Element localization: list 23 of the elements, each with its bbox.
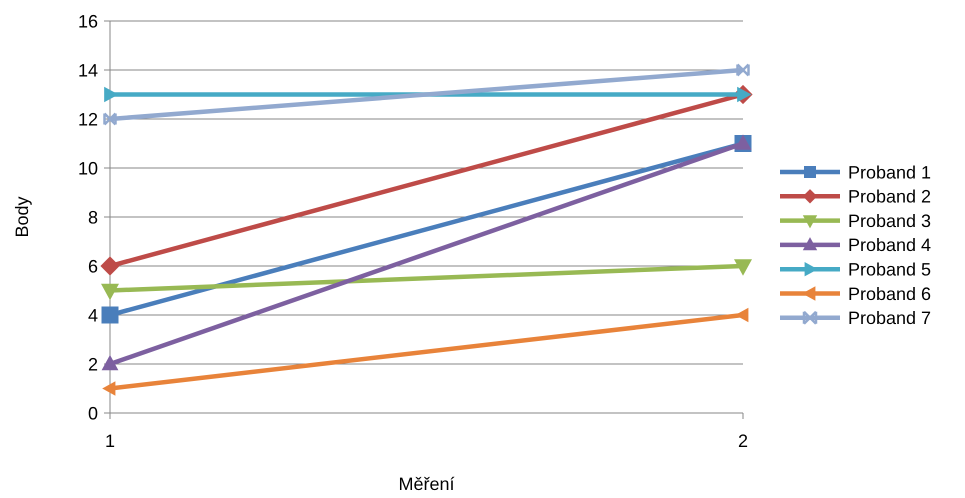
legend-label: Proband 1 bbox=[848, 162, 932, 182]
y-tick-label: 2 bbox=[88, 354, 98, 374]
y-tick-label: 12 bbox=[78, 109, 98, 130]
y-tick-label: 10 bbox=[78, 158, 98, 178]
y-tick-label: 8 bbox=[88, 207, 98, 228]
legend-label: Proband 4 bbox=[848, 235, 932, 256]
legend-label: Proband 2 bbox=[848, 186, 932, 207]
point bbox=[103, 112, 117, 126]
legend-label: Proband 3 bbox=[848, 210, 932, 231]
y-axis-title: Body bbox=[12, 196, 32, 238]
x-axis-title: Měření bbox=[398, 474, 455, 494]
legend-label: Proband 7 bbox=[848, 308, 932, 328]
x-tick-label: 1 bbox=[104, 431, 116, 451]
point bbox=[102, 306, 118, 324]
y-tick-label: 0 bbox=[88, 403, 98, 424]
legend-label: Proband 6 bbox=[848, 284, 932, 304]
point bbox=[736, 63, 750, 77]
point bbox=[100, 256, 120, 276]
y-tick-label: 16 bbox=[78, 11, 98, 32]
legend-label: Proband 5 bbox=[848, 260, 932, 280]
y-tick-label: 14 bbox=[78, 60, 98, 80]
y-tick-label: 4 bbox=[88, 305, 98, 326]
y-tick-label: 6 bbox=[88, 256, 98, 276]
